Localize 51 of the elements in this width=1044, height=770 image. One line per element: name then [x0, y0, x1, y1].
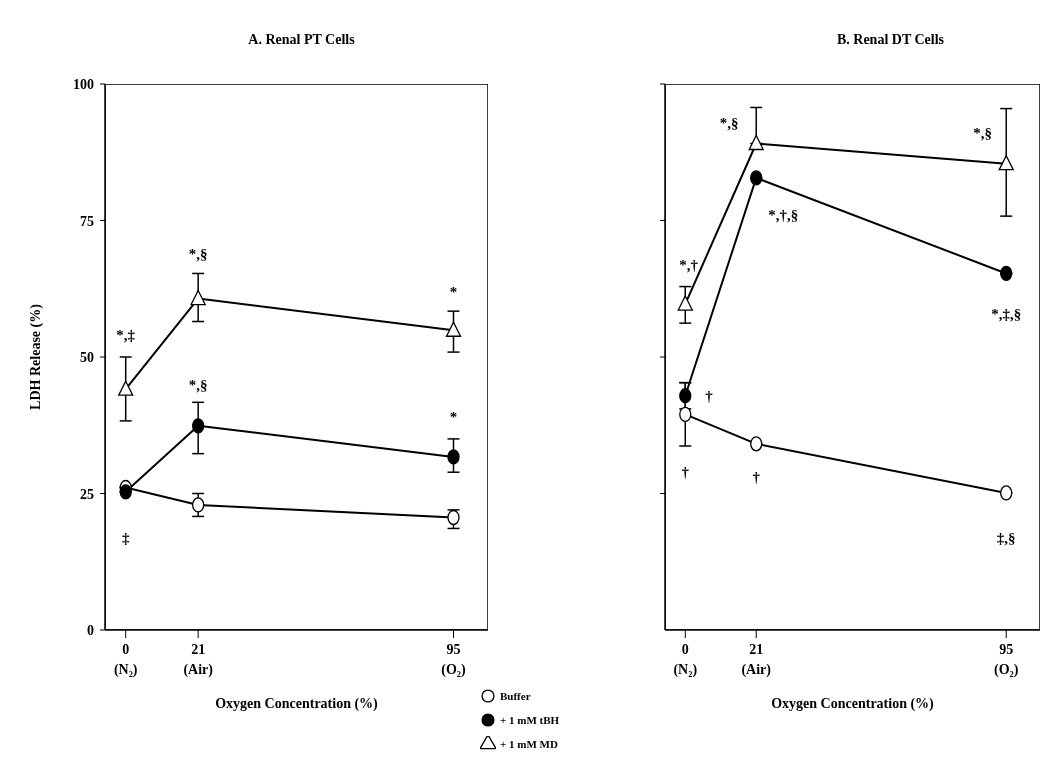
- y-tick-label: 50: [80, 350, 94, 365]
- annotation: *: [449, 283, 458, 300]
- point: [119, 484, 132, 500]
- legend-label: + 1 mM tBH: [500, 714, 560, 726]
- point: [192, 418, 205, 434]
- point: [679, 406, 692, 422]
- y-tick-label: 25: [80, 486, 94, 502]
- annotation: ‡: [121, 529, 130, 546]
- annotation: *,§: [719, 114, 739, 131]
- point: [750, 436, 763, 452]
- annotation: *,§: [188, 376, 208, 393]
- point: [445, 321, 462, 337]
- point: [192, 497, 205, 513]
- point: [447, 449, 460, 465]
- annotation: *,§: [973, 125, 992, 142]
- annotation: *,‡: [116, 327, 136, 344]
- annotation: †: [752, 469, 761, 486]
- x-tick-label: 95 (O₂): [994, 642, 1019, 678]
- x-tick-label: 21 (Air): [741, 642, 772, 678]
- point: [1000, 485, 1013, 501]
- annotation: *,§: [188, 245, 208, 262]
- point: [748, 134, 764, 151]
- annotation: *,‡,§: [991, 305, 1022, 322]
- chart-title: B. Renal DT Cells: [835, 32, 946, 48]
- annotation: *,†,§: [768, 207, 799, 224]
- point: [998, 155, 1014, 171]
- legend-label: Buffer: [500, 690, 531, 702]
- y-tick-label: 0: [87, 623, 94, 638]
- annotation: †: [705, 387, 714, 404]
- point: [679, 388, 692, 404]
- chart-title: A. Renal PT Cells: [247, 32, 356, 48]
- annotation: †: [681, 463, 690, 480]
- y-tick-label: 100: [73, 77, 94, 92]
- x-tick-label: 21 (Air): [183, 642, 214, 678]
- legend-label: + 1 mM MD: [500, 738, 558, 750]
- point: [1000, 265, 1013, 282]
- x-tick-label: 0 (N₂): [113, 642, 138, 678]
- x-axis-title: Oxygen Concentration (%): [771, 696, 935, 712]
- x-tick-label: 0 (N₂): [673, 642, 698, 678]
- point: [750, 170, 763, 186]
- y-axis-title: LDH Release (%): [27, 303, 44, 410]
- point: [118, 380, 134, 396]
- annotation: ‡,§: [996, 529, 1016, 546]
- x-axis-title: Oxygen Concentration (%): [215, 696, 379, 712]
- point: [447, 509, 460, 526]
- y-tick-label: 75: [80, 213, 94, 229]
- point: [190, 289, 206, 306]
- point: [677, 295, 693, 311]
- annotation: *,†: [679, 256, 699, 273]
- annotation: *: [449, 409, 458, 426]
- x-tick-label: 95 (O₂): [441, 642, 467, 678]
